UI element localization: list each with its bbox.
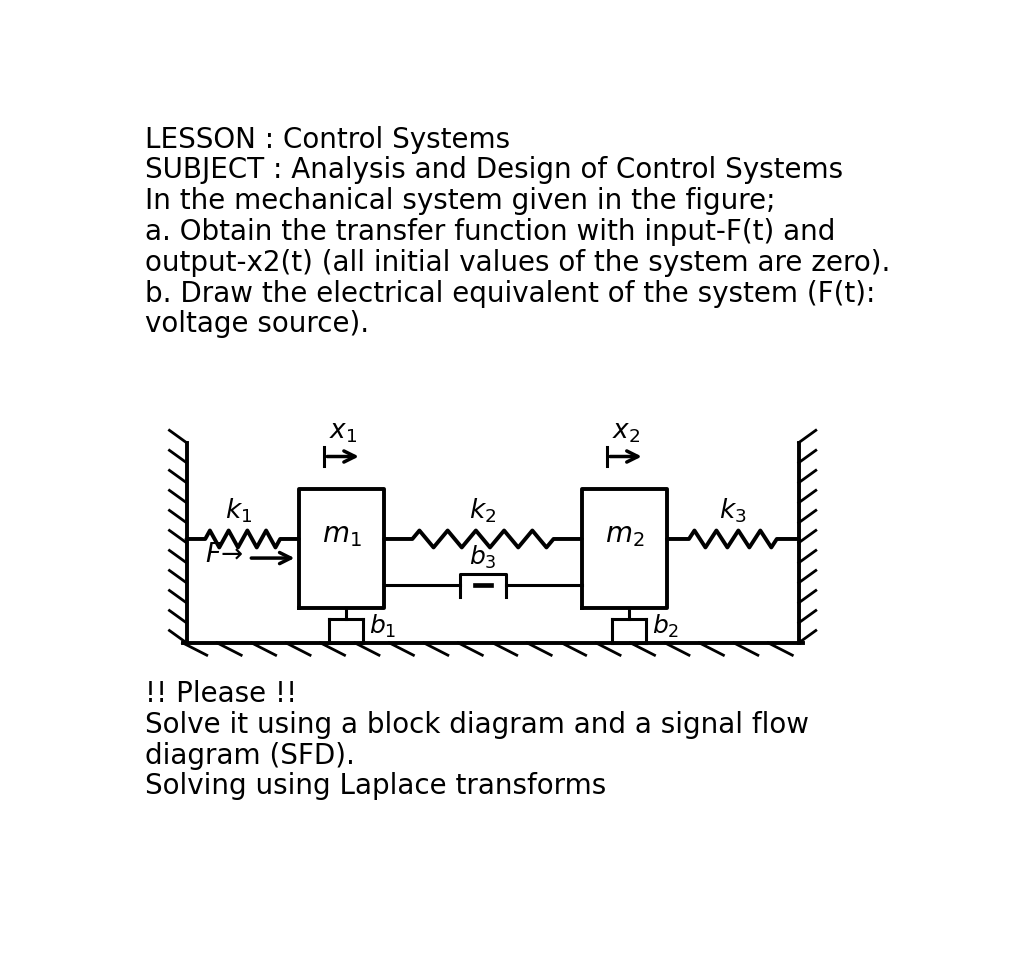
Text: $k_1$: $k_1$ xyxy=(225,495,253,524)
Text: a. Obtain the transfer function with input-F(t) and: a. Obtain the transfer function with inp… xyxy=(146,218,836,246)
Text: $F$→: $F$→ xyxy=(205,542,243,568)
Text: diagram (SFD).: diagram (SFD). xyxy=(146,741,355,768)
Text: $b_2$: $b_2$ xyxy=(652,612,679,640)
Text: $m_2$: $m_2$ xyxy=(605,520,644,548)
Text: $k_3$: $k_3$ xyxy=(719,495,747,524)
Text: $b_3$: $b_3$ xyxy=(469,544,497,571)
Text: output-x2(t) (all initial values of the system are zero).: output-x2(t) (all initial values of the … xyxy=(146,249,890,276)
Text: $x_2$: $x_2$ xyxy=(612,419,640,445)
Text: $x_1$: $x_1$ xyxy=(329,419,357,445)
Text: SUBJECT : Analysis and Design of Control Systems: SUBJECT : Analysis and Design of Control… xyxy=(146,156,843,184)
Text: $m_1$: $m_1$ xyxy=(321,520,362,548)
Text: b. Draw the electrical equivalent of the system (F(t):: b. Draw the electrical equivalent of the… xyxy=(146,279,876,307)
Text: Solve it using a block diagram and a signal flow: Solve it using a block diagram and a sig… xyxy=(146,710,809,738)
Text: Solving using Laplace transforms: Solving using Laplace transforms xyxy=(146,771,607,799)
Text: $k_2$: $k_2$ xyxy=(469,495,497,524)
Text: voltage source).: voltage source). xyxy=(146,310,370,338)
Text: $b_1$: $b_1$ xyxy=(369,612,396,640)
Text: !! Please !!: !! Please !! xyxy=(146,679,298,707)
Text: In the mechanical system given in the figure;: In the mechanical system given in the fi… xyxy=(146,187,776,215)
Text: LESSON : Control Systems: LESSON : Control Systems xyxy=(146,126,510,153)
